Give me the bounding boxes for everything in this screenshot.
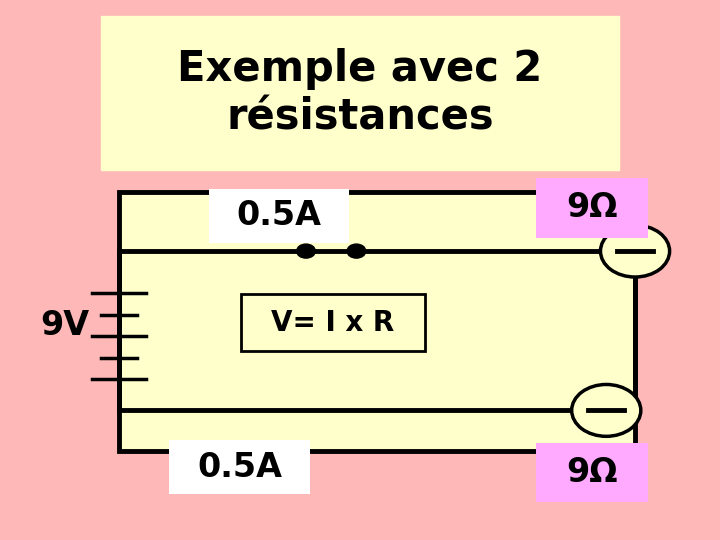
Circle shape — [600, 225, 670, 277]
Text: 9V: 9V — [40, 309, 89, 342]
FancyBboxPatch shape — [209, 189, 349, 243]
FancyBboxPatch shape — [536, 178, 648, 238]
Circle shape — [347, 244, 366, 258]
FancyBboxPatch shape — [169, 440, 310, 494]
Circle shape — [572, 384, 641, 436]
Text: 9Ω: 9Ω — [567, 191, 618, 225]
FancyBboxPatch shape — [536, 443, 648, 502]
Text: Exemple avec 2
résistances: Exemple avec 2 résistances — [177, 48, 543, 138]
Circle shape — [297, 244, 315, 258]
FancyBboxPatch shape — [241, 294, 425, 351]
Text: 9Ω: 9Ω — [567, 456, 618, 489]
FancyBboxPatch shape — [119, 192, 635, 451]
Text: V= I x R: V= I x R — [271, 309, 395, 336]
Text: 0.5A: 0.5A — [236, 199, 322, 233]
Text: 0.5A: 0.5A — [197, 450, 282, 484]
FancyBboxPatch shape — [101, 16, 619, 170]
